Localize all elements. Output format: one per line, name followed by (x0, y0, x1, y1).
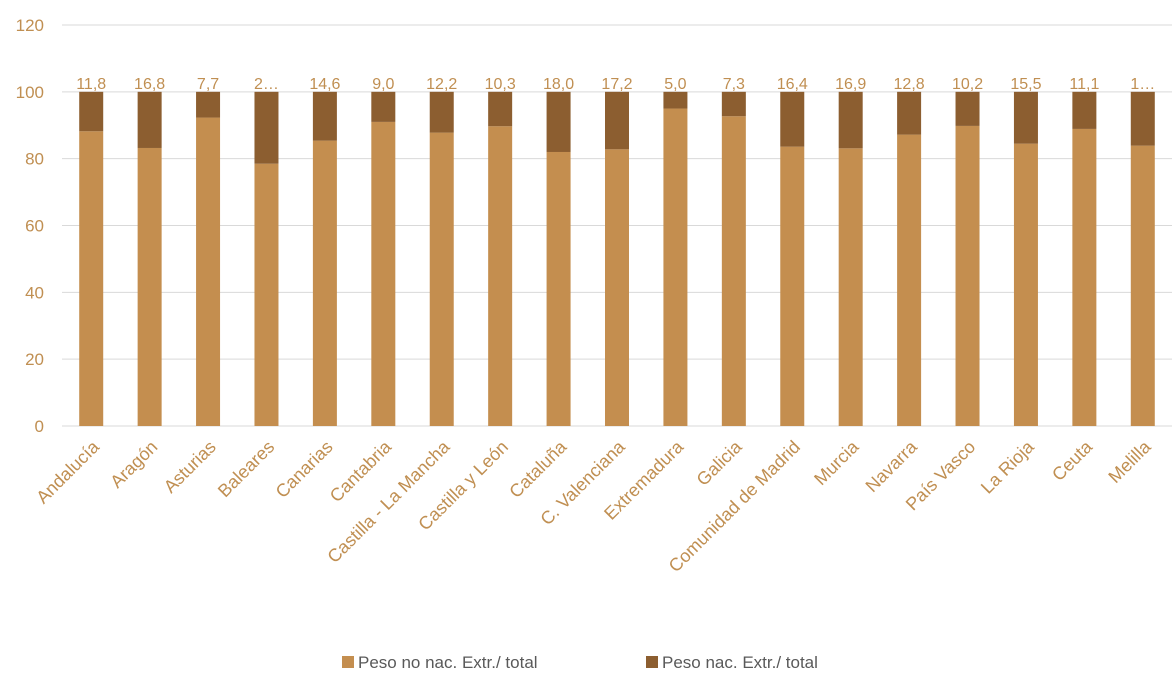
data-label: 9,0 (372, 76, 394, 93)
data-label: 12,2 (426, 76, 457, 93)
data-label: 16,4 (777, 76, 808, 93)
data-label: 1… (1130, 76, 1155, 93)
bar-segment-no-nac (196, 117, 221, 427)
x-tick-label: Galicia (693, 436, 747, 490)
bar-segment-no-nac (605, 149, 629, 426)
bar-segment-nac (254, 91, 279, 164)
x-axis: Andalucía AragónAsturiasBalearesCanariasC… (32, 436, 1155, 576)
data-label: 11,1 (1069, 76, 1099, 93)
legend-swatch (342, 656, 354, 668)
bar-segment-no-nac (1130, 145, 1155, 427)
bar-segment-nac (1130, 91, 1155, 146)
bar-segment-no-nac (721, 116, 746, 426)
bar-segment-no-nac (897, 134, 922, 426)
data-label: 7,7 (197, 76, 219, 93)
data-label: 5,0 (664, 76, 686, 93)
data-label: 12,8 (894, 76, 925, 93)
data-label: 2… (254, 76, 279, 93)
bar-segment-nac (955, 91, 980, 126)
y-tick-label: 40 (25, 283, 44, 302)
bar-segment-nac (605, 91, 629, 150)
data-label: 10,2 (952, 76, 983, 93)
bar-segment-no-nac (371, 121, 396, 427)
legend-swatch (646, 656, 658, 668)
y-tick-label: 20 (25, 350, 44, 369)
data-label: 16,8 (134, 76, 165, 93)
legend: Peso no nac. Extr./ total Peso nac. Extr.… (342, 653, 818, 672)
x-tick-label: Melilla (1104, 436, 1155, 487)
x-tick-label: Baleares (214, 437, 278, 501)
bar-segment-nac (196, 91, 221, 118)
legend-label: Peso nac. Extr./ total (662, 653, 818, 672)
bar-segment-nac (137, 91, 162, 148)
bar-segment-no-nac (1013, 143, 1038, 427)
bar-segment-no-nac (137, 147, 162, 426)
x-tick-label: Aragón (106, 437, 161, 492)
data-label: 10,3 (485, 76, 516, 93)
bar-segment-nac (1013, 91, 1038, 144)
bar-segment-nac (838, 91, 863, 149)
bar-segment-no-nac (79, 131, 104, 426)
bars (79, 91, 1155, 427)
bar-segment-no-nac (488, 126, 513, 426)
data-labels: 11,8 16,8 7,7 2… 14,6 9,0 12,2 10,3 18,0 17,2 5,0 7… (76, 76, 1155, 93)
y-tick-label: 60 (25, 217, 44, 236)
x-tick-label: Andalucía (32, 436, 103, 507)
bar-segment-nac (312, 91, 337, 141)
data-label: 7,3 (723, 76, 745, 93)
bar-segment-nac (546, 91, 571, 152)
bar-segment-no-nac (546, 151, 571, 426)
data-label: 16,9 (835, 76, 866, 93)
y-tick-label: 100 (16, 83, 44, 102)
bar-segment-no-nac (254, 163, 279, 426)
data-label: 11,8 (76, 76, 106, 93)
data-label: 15,5 (1010, 76, 1041, 93)
bar-segment-nac (721, 91, 746, 117)
y-tick-label: 120 (16, 16, 44, 35)
bar-segment-no-nac (312, 140, 337, 426)
x-tick-label: La Rioja (977, 436, 1039, 498)
bar-segment-nac (1072, 91, 1097, 129)
legend-label: Peso no nac. Extr./ total (358, 653, 538, 672)
bar-segment-nac (79, 91, 104, 132)
bar-segment-no-nac (663, 108, 688, 427)
y-tick-label: 0 (35, 417, 44, 436)
bar-segment-nac (429, 91, 454, 133)
bar-segment-no-nac (429, 132, 454, 426)
bar-segment-no-nac (955, 125, 980, 426)
x-tick-label: Navarra (862, 436, 922, 496)
bar-segment-nac (488, 91, 513, 127)
bar-segment-no-nac (1072, 128, 1097, 426)
data-label: 14,6 (309, 76, 340, 93)
x-tick-label: Ceuta (1048, 436, 1097, 485)
x-tick-label: Asturias (160, 437, 220, 497)
bar-segment-nac (897, 91, 922, 135)
data-label: 17,2 (601, 76, 632, 93)
bar-segment-nac (780, 91, 805, 147)
y-axis: 0 20 40 60 80 100 120 (16, 16, 44, 436)
bar-segment-no-nac (780, 146, 805, 427)
y-tick-label: 80 (25, 150, 44, 169)
data-label: 18,0 (543, 76, 574, 93)
bar-segment-nac (663, 91, 688, 109)
bar-segment-no-nac (838, 148, 863, 426)
x-tick-label: Murcia (810, 436, 863, 489)
bar-segment-nac (371, 91, 396, 122)
